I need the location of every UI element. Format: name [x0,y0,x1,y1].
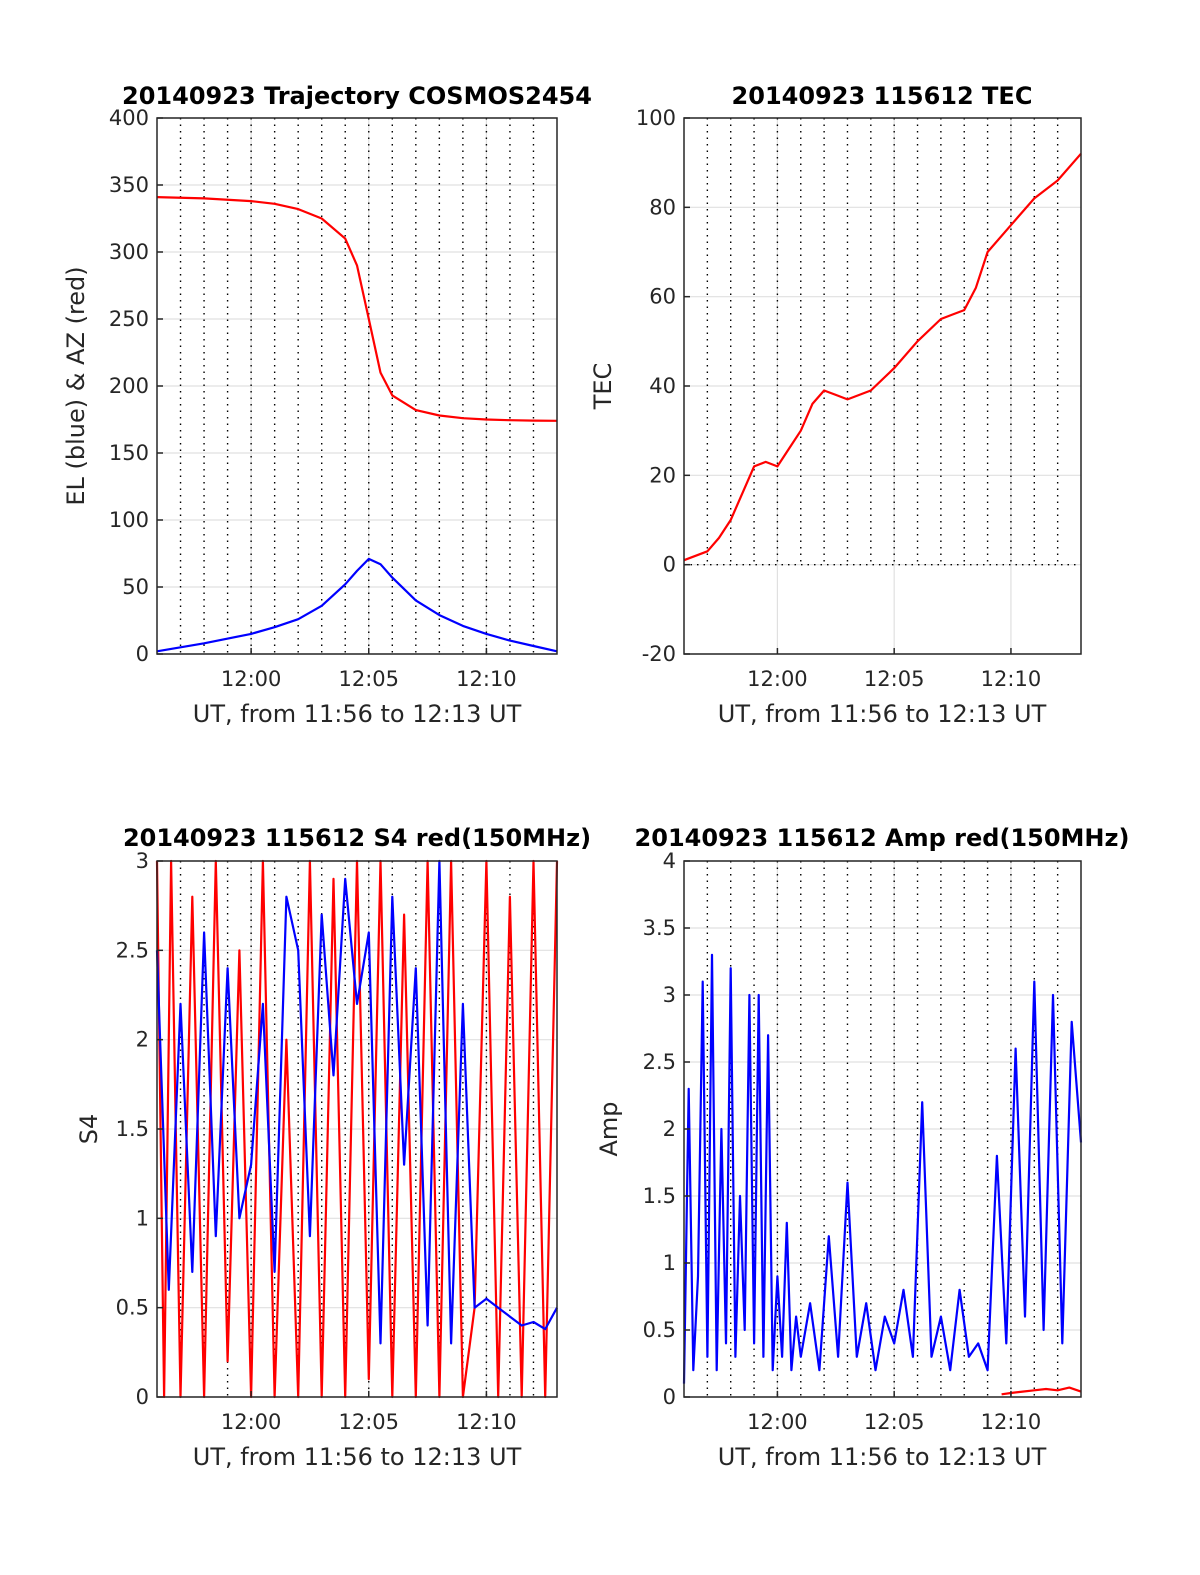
trajectory-ytick-label-2: 100 [109,508,149,532]
tec-ytick-label-5: 80 [649,195,676,219]
tec-xtick-label-2: 12:10 [981,667,1042,691]
tec-ytick-label-3: 40 [649,374,676,398]
tec-ytick-label-6: 100 [636,106,676,130]
s4-series-red-line [155,859,559,1399]
tec-ytick-label-4: 60 [649,285,676,309]
amp-xtick-label-0: 12:00 [747,1410,808,1434]
trajectory-series-blue-line [156,557,558,653]
trajectory-ytick-label-3: 150 [109,441,149,465]
s4-xtick-label-2: 12:10 [456,1410,517,1434]
amp-title: 20140923 115612 Amp red(150MHz) [635,824,1130,852]
trajectory-xtick-label-0: 12:00 [221,667,282,691]
tec-ylabel: TEC [589,363,617,411]
s4-ytick-label-4: 2 [136,1028,149,1052]
amp-ytick-label-3: 1.5 [643,1184,676,1208]
tec-ytick-label-1: 0 [663,553,676,577]
trajectory-ytick-label-0: 0 [136,642,149,666]
s4-series-blue-line [155,859,558,1345]
amp-panel: 0 0.5 1 1.5 2 2.5 3 3.5 4 12:00 12:05 12:10 2014092… [595,824,1129,1471]
amp-ytick-label-0: 0 [663,1385,676,1409]
s4-ytick-label-0: 0 [136,1385,149,1409]
trajectory-xtick-label-1: 12:05 [338,667,399,691]
trajectory-ytick-label-4: 200 [109,374,149,398]
amp-ytick-label-1: 0.5 [643,1318,676,1342]
s4-ytick-label-6: 3 [136,849,149,873]
amp-ytick-label-8: 4 [663,849,676,873]
tec-xtick-label-1: 12:05 [864,667,925,691]
amp-ytick-label-2: 1 [663,1251,676,1275]
trajectory-xlabel: UT, from 11:56 to 12:13 UT [193,700,522,728]
tec-xlabel: UT, from 11:56 to 12:13 UT [718,700,1047,728]
s4-panel: 0 0.5 1 1.5 2 2.5 3 12:00 12:05 12:10 20140923 11… [75,824,591,1471]
trajectory-ytick-label-7: 350 [109,173,149,197]
trajectory-ytick-label-1: 50 [122,575,149,599]
s4-ylabel: S4 [75,1114,103,1145]
s4-ytick-label-3: 1.5 [116,1117,149,1141]
s4-ytick-label-2: 1 [136,1206,149,1230]
trajectory-xtick-label-2: 12:10 [456,667,517,691]
trajectory-ytick-label-5: 250 [109,307,149,331]
amp-ytick-label-6: 3 [663,983,676,1007]
amp-ytick-label-5: 2.5 [643,1050,676,1074]
s4-xlabel: UT, from 11:56 to 12:13 UT [193,1443,522,1471]
amp-xtick-label-1: 12:05 [864,1410,925,1434]
trajectory-series-red-line [156,196,558,422]
amp-xlabel: UT, from 11:56 to 12:13 UT [718,1443,1047,1471]
tec-ytick-label-0: -20 [642,642,676,666]
trajectory-title: 20140923 Trajectory COSMOS2454 [122,82,592,110]
trajectory-ytick-label-8: 400 [109,106,149,130]
tec-title: 20140923 115612 TEC [732,82,1033,110]
s4-xtick-label-1: 12:05 [338,1410,399,1434]
trajectory-ylabel: EL (blue) & AZ (red) [62,266,90,505]
s4-ytick-label-5: 2.5 [116,938,149,962]
amp-series-red-line [1001,1386,1082,1396]
amp-ylabel: Amp [595,1101,623,1156]
s4-xtick-label-0: 12:00 [221,1410,282,1434]
tec-panel: -20 0 20 40 60 80 100 12:00 12:05 12:10 20140923 … [589,82,1082,728]
s4-title: 20140923 115612 S4 red(150MHz) [123,824,591,852]
tec-series-red-line [683,152,1082,562]
s4-ytick-label-1: 0.5 [116,1296,149,1320]
amp-xtick-label-2: 12:10 [981,1410,1042,1434]
amp-ytick-label-7: 3.5 [643,916,676,940]
tec-ytick-label-2: 20 [649,463,676,487]
amp-ytick-label-4: 2 [663,1117,676,1141]
trajectory-ytick-label-6: 300 [109,240,149,264]
amp-series-blue-line [682,953,1083,1384]
tec-xtick-label-0: 12:00 [747,667,808,691]
